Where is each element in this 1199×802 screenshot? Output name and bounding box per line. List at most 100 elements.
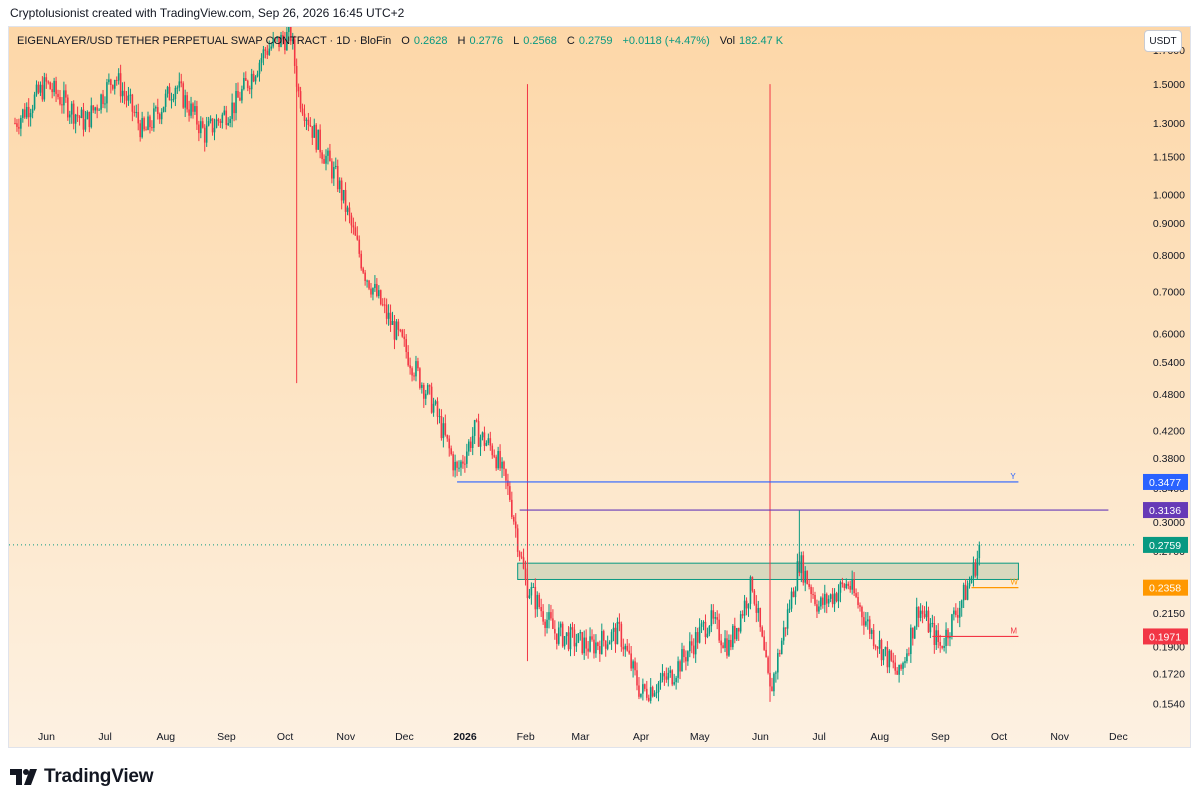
candle-body [712,610,715,619]
candle-body [268,48,271,55]
candle-body [354,227,357,236]
candle-body [921,610,924,614]
candle-body [788,608,791,610]
candle-body [305,119,308,121]
candle-body [667,672,670,680]
candle-body [581,632,584,654]
candle-body [452,454,454,471]
candle-body [859,604,861,607]
candle-body [192,103,194,112]
candle-body [421,384,423,388]
volume-value: 182.47 K [739,35,784,47]
candle-body [837,592,840,602]
x-tick-label: Jun [38,731,55,743]
candle-body [378,290,380,297]
candle-body [565,632,568,637]
candle-body [211,118,214,133]
candle-body [632,661,634,669]
candle-body [499,451,501,469]
candle-body [503,461,505,470]
candle-body [178,81,181,88]
candle-body [514,521,517,529]
candle-body [266,50,269,55]
candle-body [284,39,286,51]
candle-body [180,81,183,84]
candle-body [935,630,938,646]
candle-body [820,597,822,607]
candle-body [239,97,241,101]
candle-body [923,613,926,618]
candle-body [878,639,881,649]
x-tick-label: Apr [633,731,650,743]
candle-body [419,368,421,388]
candle-body [512,516,515,522]
candle-body [810,586,812,595]
candle-body [912,627,914,639]
candle-body [293,39,296,66]
candle-body [825,594,828,604]
chart-panel[interactable]: YWM1.70001.50001.30001.15001.00000.90000… [8,26,1191,748]
candle-body [925,610,928,618]
candle-body [671,670,674,685]
candle-body [221,114,224,124]
candle-body [31,108,34,114]
currency-unit-button[interactable]: USDT [1144,30,1182,52]
tradingview-logo[interactable]: TradingView [10,766,154,788]
x-tick-label: Sep [217,731,236,743]
candle-body [585,637,587,649]
candle-body [223,110,226,115]
candle-body [976,558,979,576]
candle-body [561,623,564,647]
x-tick-label: Jul [98,731,111,743]
candle-body [657,682,660,693]
candle-body [829,594,832,599]
candle-body [554,628,556,634]
candle-body [773,673,775,692]
candle-body [833,593,836,605]
y-tick-label: 0.8000 [1153,250,1185,262]
candle-body [933,623,936,646]
candle-body [379,290,382,305]
candle-body [426,385,429,394]
candle-body [213,127,216,133]
candle-body [861,606,863,618]
candle-body [865,621,867,626]
candle-body [953,610,955,615]
candle-body [728,639,730,656]
candle-body [890,650,893,661]
y-tick-label: 0.3000 [1153,517,1185,529]
candle-body [841,582,844,585]
candle-body [518,551,521,557]
candle-body [227,123,230,126]
candle-body [309,124,312,127]
candle-body [694,632,697,655]
price-badge-label: 0.2759 [1149,540,1181,552]
candle-body [235,90,237,114]
candlestick-chart[interactable]: YWM1.70001.50001.30001.15001.00000.90000… [9,27,1190,747]
candle-body [610,631,613,643]
candle-body [642,684,644,694]
candle-body [870,630,873,634]
candle-body [489,438,492,446]
candle-body [653,693,656,697]
candle-body [777,652,779,673]
candle-body [823,594,826,605]
candle-body [483,432,486,446]
y-tick-label: 1.3000 [1153,118,1185,130]
candle-body [741,614,744,616]
candle-body [102,94,104,105]
candle-body [601,631,603,655]
candle-body [413,375,415,377]
y-tick-label: 1.1500 [1153,151,1185,163]
candle-body [84,119,87,130]
candle-body [264,49,267,51]
candle-body [872,630,875,646]
candle-body [246,80,249,89]
candle-body [910,627,912,654]
candle-body [374,283,376,289]
candle-body [943,646,945,648]
candle-body [651,687,654,697]
candle-body [86,111,89,120]
candle-body [22,109,24,118]
change-value: +0.0118 (+4.47%) [622,35,710,47]
